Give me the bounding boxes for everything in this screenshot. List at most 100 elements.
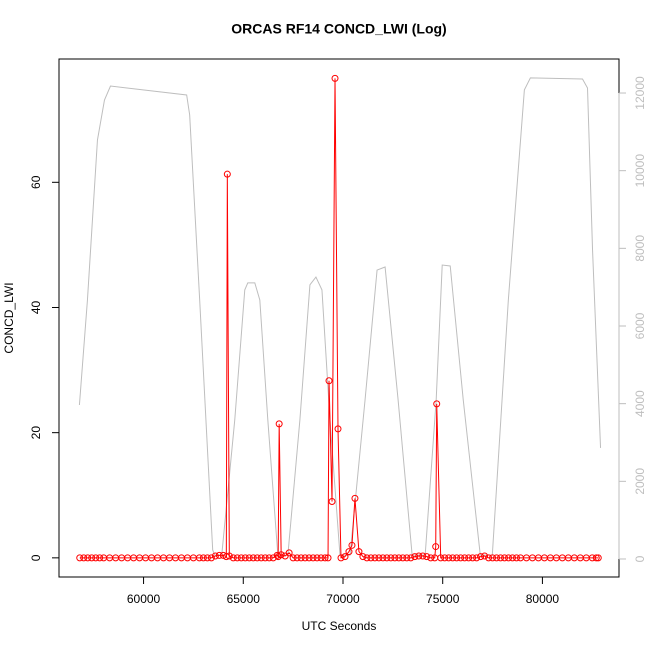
data-point bbox=[594, 554, 602, 562]
data-point bbox=[195, 554, 203, 562]
data-point bbox=[253, 554, 261, 562]
data-point bbox=[387, 554, 395, 562]
data-point bbox=[427, 554, 435, 562]
data-point bbox=[399, 554, 407, 562]
y2-tick-label: 12000 bbox=[633, 76, 647, 110]
data-point bbox=[348, 541, 356, 549]
data-point bbox=[331, 74, 339, 82]
data-point bbox=[265, 554, 273, 562]
data-point bbox=[469, 554, 477, 562]
data-point bbox=[403, 554, 411, 562]
data-point bbox=[211, 552, 219, 560]
data-point bbox=[76, 554, 84, 562]
data-point bbox=[363, 554, 371, 562]
data-point bbox=[509, 554, 517, 562]
data-point bbox=[383, 554, 391, 562]
y2-tick-label: 6000 bbox=[633, 312, 647, 339]
y-tick-label: 60 bbox=[29, 175, 43, 189]
data-point bbox=[92, 554, 100, 562]
data-point bbox=[493, 554, 501, 562]
data-point bbox=[233, 554, 241, 562]
data-point bbox=[245, 554, 253, 562]
y-tick-label: 0 bbox=[29, 554, 43, 561]
data-point bbox=[391, 554, 399, 562]
y-tick-label: 40 bbox=[29, 300, 43, 314]
data-point bbox=[341, 553, 349, 561]
data-point bbox=[505, 554, 513, 562]
data-point bbox=[305, 554, 313, 562]
chart-title: ORCAS RF14 CONCD_LWI (Log) bbox=[231, 21, 446, 37]
data-point bbox=[321, 554, 329, 562]
data-point bbox=[465, 554, 473, 562]
x-tick-label: 70000 bbox=[326, 592, 360, 606]
data-point bbox=[215, 551, 223, 559]
data-point bbox=[237, 554, 245, 562]
data-point bbox=[461, 554, 469, 562]
data-point bbox=[301, 554, 309, 562]
data-point bbox=[203, 554, 211, 562]
data-point bbox=[395, 554, 403, 562]
y2-tick-label: 10000 bbox=[633, 154, 647, 188]
data-point bbox=[275, 420, 283, 428]
data-point bbox=[273, 551, 281, 559]
y2-tick-label: 2000 bbox=[633, 468, 647, 495]
data-point bbox=[592, 554, 600, 562]
series-line bbox=[79, 78, 599, 559]
data-point bbox=[415, 552, 423, 560]
data-point bbox=[80, 554, 88, 562]
data-point bbox=[88, 554, 96, 562]
data-point bbox=[324, 554, 332, 562]
x-tick-label: 80000 bbox=[526, 592, 560, 606]
y2-tick-label: 4000 bbox=[633, 390, 647, 417]
data-point bbox=[489, 554, 497, 562]
data-point bbox=[437, 554, 445, 562]
data-point bbox=[337, 554, 345, 562]
x-tick-label: 75000 bbox=[426, 592, 460, 606]
data-point bbox=[285, 549, 293, 557]
data-point bbox=[445, 554, 453, 562]
data-point bbox=[293, 554, 301, 562]
data-point bbox=[457, 554, 465, 562]
data-point bbox=[367, 554, 375, 562]
data-point bbox=[441, 554, 449, 562]
data-point bbox=[419, 552, 427, 560]
data-point bbox=[497, 554, 505, 562]
data-point bbox=[351, 494, 359, 502]
x-tick-label: 60000 bbox=[127, 592, 161, 606]
data-point bbox=[473, 554, 481, 562]
y-tick-label: 20 bbox=[29, 426, 43, 440]
x-axis-label: UTC Seconds bbox=[302, 619, 377, 633]
data-point bbox=[241, 554, 249, 562]
data-point bbox=[249, 554, 257, 562]
data-point bbox=[477, 553, 485, 561]
data-point bbox=[297, 554, 305, 562]
data-point bbox=[289, 554, 297, 562]
data-point bbox=[432, 543, 440, 551]
data-point bbox=[345, 548, 353, 556]
data-point bbox=[277, 551, 285, 559]
data-point bbox=[449, 554, 457, 562]
data-point bbox=[433, 400, 441, 408]
data-point bbox=[334, 425, 342, 433]
data-point bbox=[317, 554, 325, 562]
data-point bbox=[512, 554, 520, 562]
data-point bbox=[313, 554, 321, 562]
data-point bbox=[261, 554, 269, 562]
data-point bbox=[225, 552, 233, 560]
data-point bbox=[229, 554, 237, 562]
data-point bbox=[375, 554, 383, 562]
data-point bbox=[207, 554, 215, 562]
data-point bbox=[411, 553, 419, 561]
data-point bbox=[501, 554, 509, 562]
y2-tick-label: 0 bbox=[633, 555, 647, 562]
plot-box bbox=[58, 58, 620, 578]
data-point bbox=[359, 553, 367, 561]
data-point bbox=[355, 548, 363, 556]
data-point bbox=[257, 554, 265, 562]
y-axis-label: CONCD_LWI bbox=[2, 282, 16, 353]
data-point bbox=[481, 552, 489, 560]
data-point bbox=[328, 498, 336, 506]
series-line bbox=[78, 77, 602, 556]
